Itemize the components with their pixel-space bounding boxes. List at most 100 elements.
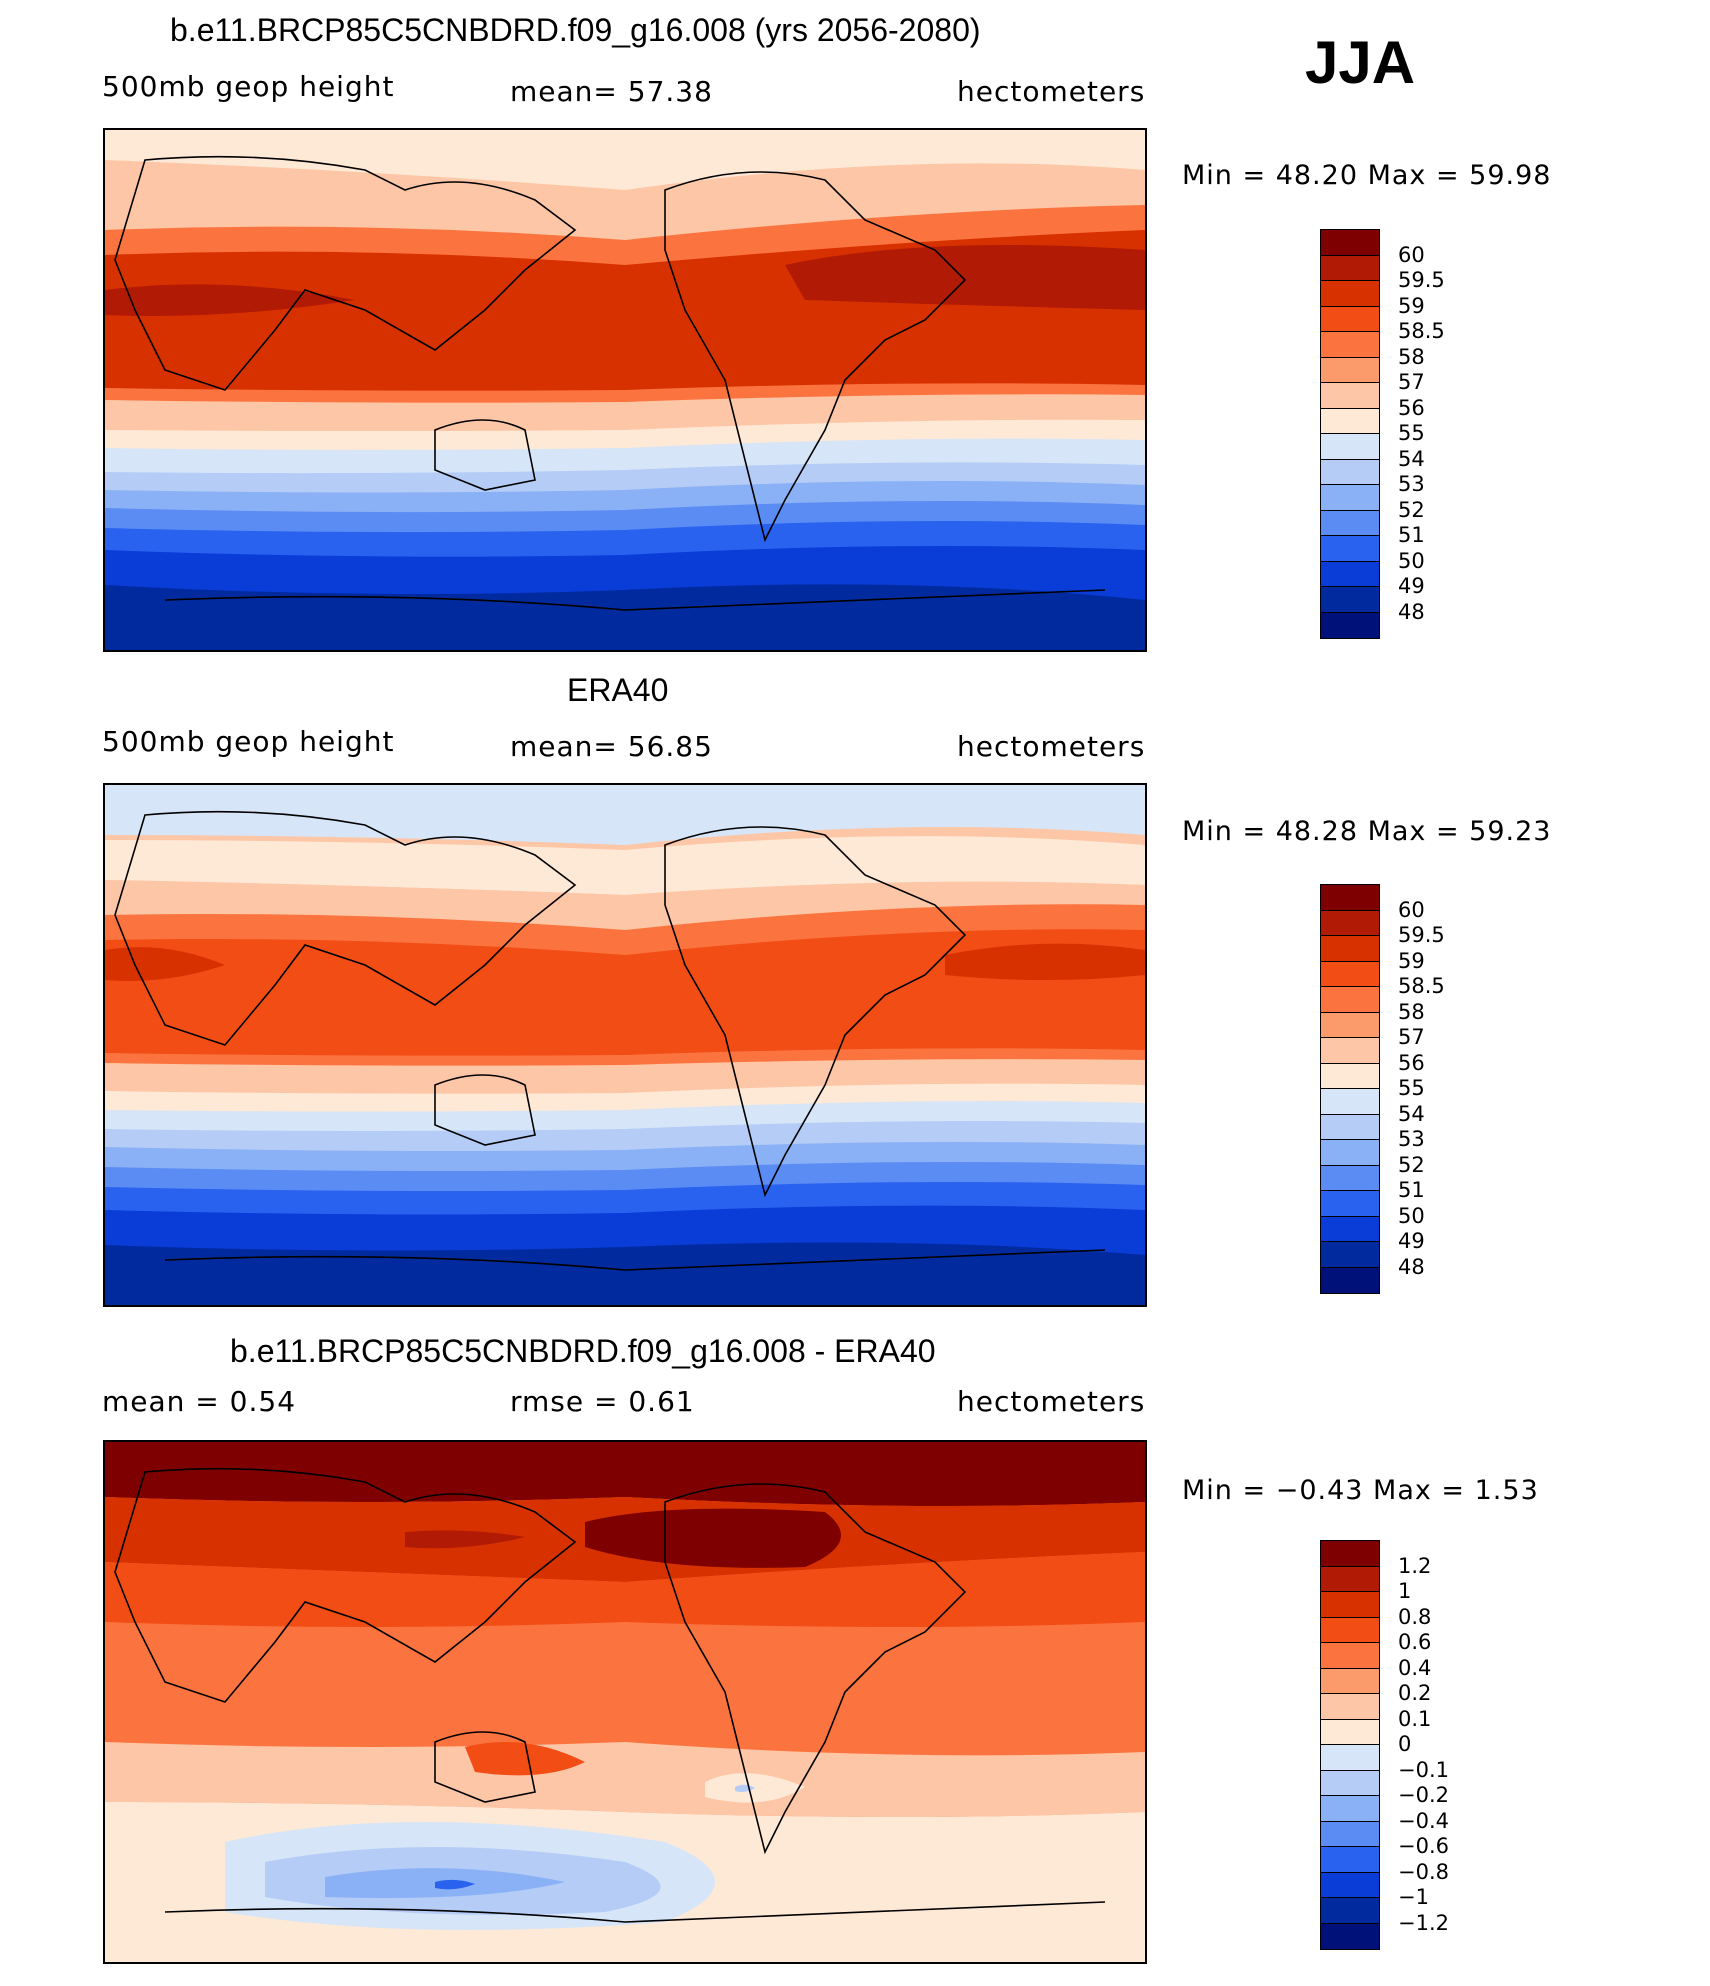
colorbar-swatch: [1321, 434, 1379, 460]
colorbar-swatch: [1321, 1872, 1379, 1898]
panel1-contour-field: [105, 130, 1145, 650]
colorbar-swatch: [1321, 1821, 1379, 1847]
colorbar-swatch: [1321, 561, 1379, 587]
colorbar-swatch: [1321, 885, 1379, 911]
colorbar-swatch: [1321, 1242, 1379, 1268]
colorbar-tick-label: 0: [1398, 1732, 1412, 1756]
panel2-contour-field: [105, 785, 1145, 1305]
colorbar-swatch: [1321, 1089, 1379, 1115]
colorbar-swatch: [1321, 332, 1379, 358]
colorbar-swatch: [1321, 987, 1379, 1013]
colorbar-tick-label: 58.5: [1398, 974, 1445, 998]
colorbar-swatch: [1321, 1770, 1379, 1796]
panel1-minmax: Min = 48.20 Max = 59.98: [1182, 160, 1552, 191]
colorbar-swatch: [1321, 306, 1379, 332]
colorbar-swatch: [1321, 1745, 1379, 1771]
colorbar-swatch: [1321, 936, 1379, 962]
colorbar-swatch: [1321, 1140, 1379, 1166]
colorbar-tick-label: 0.8: [1398, 1604, 1432, 1629]
colorbar-swatch: [1321, 1012, 1379, 1038]
colorbar-swatch: [1321, 1847, 1379, 1873]
colorbar-tick-label: 53: [1398, 1127, 1425, 1151]
colorbar-tick-label: 58: [1398, 344, 1425, 369]
colorbar-tick-label: 59: [1398, 293, 1425, 318]
colorbar-tick-label: 0.4: [1398, 1655, 1432, 1680]
colorbar-swatch: [1321, 587, 1379, 613]
colorbar-tick-label: −1.2: [1398, 1910, 1449, 1935]
colorbar-tick-label: 0.2: [1398, 1681, 1432, 1705]
colorbar-swatch: [1321, 1796, 1379, 1822]
colorbar-swatch: [1321, 1267, 1379, 1293]
colorbar-tick-label: 57: [1398, 370, 1425, 394]
colorbar-swatch: [1321, 230, 1379, 256]
colorbar-tick-label: 49: [1398, 574, 1425, 598]
colorbar-tick-label: 50: [1398, 548, 1425, 573]
colorbar-tick-label: 52: [1398, 1152, 1425, 1177]
panel2-map: [103, 783, 1147, 1307]
panel3-contour-field: [105, 1442, 1145, 1962]
colorbar-tick-label: 52: [1398, 497, 1425, 522]
panel3-map: [103, 1440, 1147, 1964]
colorbar-tick-label: 54: [1398, 446, 1425, 471]
colorbar-tick-label: 51: [1398, 523, 1425, 547]
colorbar-tick-label: 1: [1398, 1579, 1412, 1603]
colorbar-swatch: [1321, 1617, 1379, 1643]
colorbar-tick-label: 56: [1398, 1050, 1425, 1075]
colorbar-swatch: [1321, 1191, 1379, 1217]
colorbar-tick-label: 48: [1398, 1254, 1425, 1279]
colorbar-swatch: [1321, 1668, 1379, 1694]
panel2-mean-label: mean= 56.85: [510, 730, 713, 763]
colorbar-tick-label: 55: [1398, 1076, 1425, 1100]
colorbar-swatch: [1321, 1566, 1379, 1592]
colorbar-swatch: [1321, 383, 1379, 409]
colorbar-tick-label: 0.1: [1398, 1706, 1432, 1731]
colorbar-swatch: [1321, 1694, 1379, 1720]
panel3-mean-label: mean = 0.54: [102, 1385, 297, 1418]
colorbar-swatch: [1321, 1038, 1379, 1064]
panel2-minmax: Min = 48.28 Max = 59.23: [1182, 816, 1552, 847]
colorbar-tick-label: 0.6: [1398, 1630, 1432, 1654]
panel1-colorbar: [1320, 229, 1380, 639]
colorbar-swatch: [1321, 1063, 1379, 1089]
colorbar-swatch: [1321, 1643, 1379, 1669]
colorbar-tick-label: −0.8: [1398, 1859, 1449, 1884]
colorbar-tick-label: −0.6: [1398, 1834, 1449, 1858]
colorbar-tick-label: 59.5: [1398, 268, 1445, 292]
colorbar-tick-label: 59: [1398, 948, 1425, 973]
panel3-rmse-label: rmse = 0.61: [510, 1385, 695, 1418]
colorbar-swatch: [1321, 255, 1379, 281]
colorbar-tick-label: 57: [1398, 1025, 1425, 1049]
colorbar-swatch: [1321, 1114, 1379, 1140]
panel3-units-label: hectometers: [957, 1385, 1146, 1418]
colorbar-swatch: [1321, 485, 1379, 511]
colorbar-tick-label: 48: [1398, 599, 1425, 624]
colorbar-tick-label: 55: [1398, 421, 1425, 445]
panel1-title: b.e11.BRCP85C5CNBDRD.f09_g16.008 (yrs 20…: [170, 12, 981, 48]
colorbar-swatch: [1321, 910, 1379, 936]
panel1-variable-label: 500mb geop height: [102, 70, 395, 103]
colorbar-swatch: [1321, 1592, 1379, 1618]
colorbar-swatch: [1321, 408, 1379, 434]
panel1-map: [103, 128, 1147, 652]
colorbar-tick-label: 58: [1398, 999, 1425, 1024]
colorbar-tick-label: 54: [1398, 1101, 1425, 1126]
colorbar-swatch: [1321, 1719, 1379, 1745]
colorbar-tick-label: 50: [1398, 1203, 1425, 1228]
colorbar-swatch: [1321, 536, 1379, 562]
colorbar-tick-label: 51: [1398, 1178, 1425, 1202]
panel2-colorbar: [1320, 884, 1380, 1294]
colorbar-tick-label: 1.2: [1398, 1553, 1432, 1578]
panel2-title: ERA40: [567, 672, 669, 708]
colorbar-tick-label: 60: [1398, 242, 1425, 267]
colorbar-swatch: [1321, 1541, 1379, 1567]
colorbar-tick-label: −1: [1398, 1885, 1429, 1909]
colorbar-tick-label: 53: [1398, 472, 1425, 496]
panel3-minmax: Min = −0.43 Max = 1.53: [1182, 1475, 1539, 1506]
colorbar-tick-label: 59.5: [1398, 923, 1445, 947]
colorbar-swatch: [1321, 459, 1379, 485]
colorbar-swatch: [1321, 1898, 1379, 1924]
colorbar-swatch: [1321, 1165, 1379, 1191]
panel2-variable-label: 500mb geop height: [102, 725, 395, 758]
colorbar-swatch: [1321, 1923, 1379, 1949]
colorbar-tick-label: 60: [1398, 897, 1425, 922]
